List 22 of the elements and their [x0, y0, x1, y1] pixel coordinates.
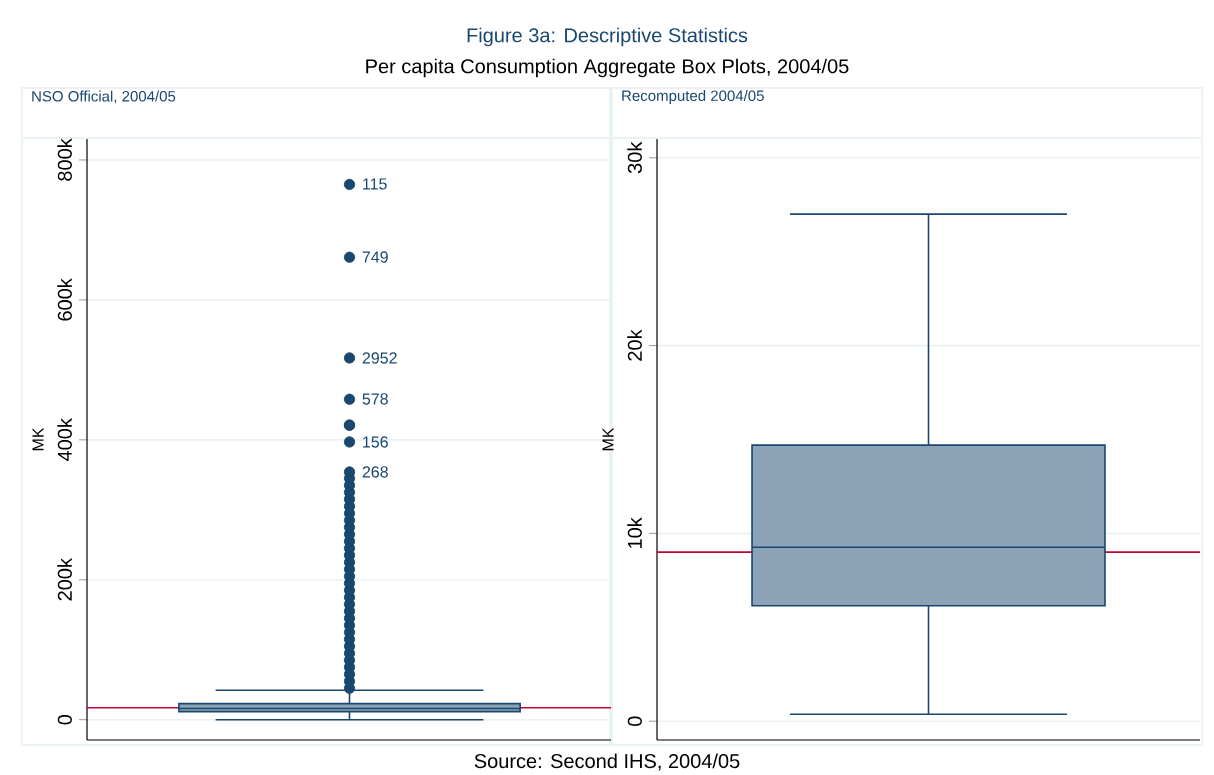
- y-tick-label: 30k: [627, 141, 642, 174]
- annotation: 749: [362, 251, 388, 263]
- y-tick-label: 400k: [57, 418, 72, 462]
- y-axis-title: MK: [602, 427, 614, 451]
- annotation: 268: [362, 466, 388, 478]
- y-tick-label: 0: [57, 714, 72, 725]
- y-tick-label: 800k: [57, 138, 72, 181]
- annotation: 2952: [362, 352, 397, 364]
- source-note: Source: Second IHS, 2004/05: [474, 753, 740, 771]
- annotation: 115: [363, 178, 387, 190]
- y-tick-label: 0: [627, 716, 642, 726]
- chart-title: Recomputed 2004/05: [622, 90, 764, 104]
- text: NSO Official, 2004/05: [32, 90, 176, 104]
- y-tick-label: 20k: [627, 329, 642, 361]
- annotation: 156: [363, 436, 388, 448]
- y-axis-title: MK: [32, 427, 44, 451]
- y-tick-label: 200k: [57, 558, 72, 601]
- chart-subtitle: Per capita Consumption Aggregate Box Plots, 2004/05: [366, 58, 849, 78]
- annotation: 578: [362, 393, 388, 405]
- chart-title: Figure 3a: Descriptive Statistics: [467, 27, 748, 47]
- y-tick-label: 10k: [627, 517, 642, 548]
- y-tick-label: 600k: [57, 278, 72, 321]
